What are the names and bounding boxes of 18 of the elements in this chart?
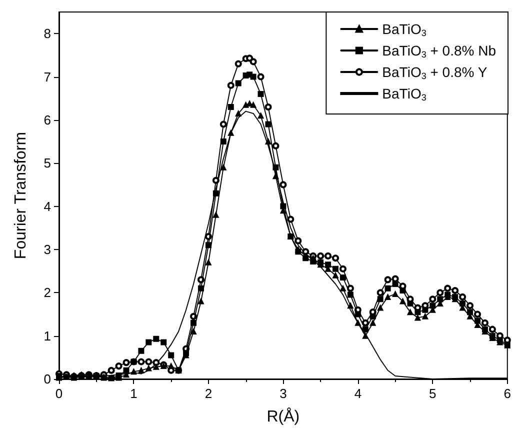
y-tick-label: 2 [44, 285, 51, 300]
y-tick-label: 6 [44, 112, 51, 128]
y-tick-label: 0 [44, 372, 51, 386]
x-tick-label: 1 [130, 386, 138, 401]
y-axis-title: Fourier Transform [12, 132, 30, 260]
y-tick-label: 5 [44, 156, 51, 171]
x-tick-label: 2 [204, 386, 212, 401]
x-tick-label: 5 [429, 386, 436, 401]
x-axis-title: R(Å) [266, 408, 300, 426]
x-tick-label: 3 [280, 386, 287, 401]
y-tick-label: 8 [44, 26, 51, 42]
y-tick-label: 7 [44, 69, 51, 84]
y-tick-label: 3 [44, 242, 51, 257]
x-tick-label: 0 [55, 386, 63, 401]
y-tick-label: 1 [44, 328, 51, 344]
x-tick-label: 6 [504, 386, 511, 401]
x-tick-label: 4 [354, 386, 362, 401]
y-tick-label: 4 [44, 198, 51, 214]
